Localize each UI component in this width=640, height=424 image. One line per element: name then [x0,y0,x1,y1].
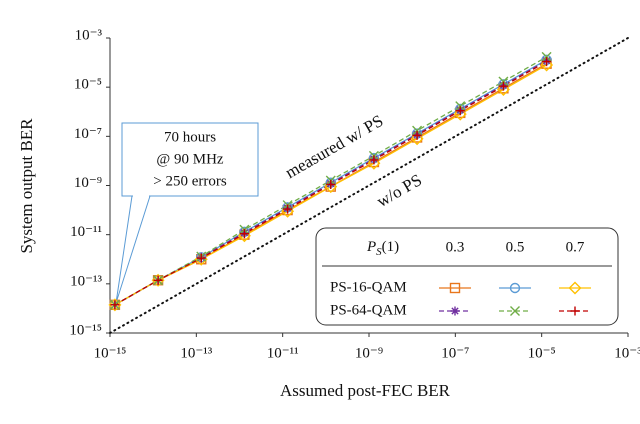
series-line [114,61,547,306]
legend-marker [568,281,582,295]
marker [108,298,122,312]
marker [410,132,424,146]
x-axis-label: Assumed post-FEC BER [280,381,451,400]
marker [541,51,552,62]
marker [498,81,508,91]
x-tick-label: 10⁻⁷ [441,345,469,361]
y-tick-label: 10⁻⁹ [74,175,102,191]
callout-text: 70 hours [164,129,216,145]
y-tick-label: 10⁻¹¹ [70,224,102,240]
marker [367,156,381,170]
marker [455,106,465,116]
legend-row: PS-64-QAM [330,302,407,318]
legend-marker [510,306,520,316]
annotation: measured w/ PS [282,111,386,182]
x-tick-label: 10⁻⁹ [355,345,383,361]
x-tick-label: 10⁻⁵ [528,345,556,361]
legend-box [315,227,619,326]
legend-header-subscript: S [376,246,382,258]
callout-pointer [115,195,151,304]
x-tick-label: 10⁻¹⁵ [94,345,127,361]
callout-box [121,122,259,197]
x-tick-label: 10⁻¹³ [180,345,212,361]
marker [151,273,165,287]
marker [540,58,554,72]
legend-header-symbol: P [366,239,376,255]
annotation: w/o PS [373,170,425,211]
legend-marker [450,306,460,316]
legend-marker [509,282,521,294]
y-tick-label: 10⁻⁷ [74,126,102,142]
marker [196,253,206,263]
marker [453,107,467,121]
marker [412,130,422,140]
x-tick-label: 10⁻³ [614,345,640,361]
y-tick-label: 10⁻³ [75,27,103,43]
legend-header: PS(1) [366,239,399,257]
legend-column: 0.3 [446,239,465,255]
marker [239,229,249,239]
marker [498,76,509,87]
legend-column: 0.7 [566,239,585,255]
marker [326,179,336,189]
callout-text: @ 90 MHz [156,151,223,167]
legend-marker [570,306,580,316]
marker [110,300,120,310]
marker [412,125,423,136]
marker [283,204,293,214]
reference-line [109,37,629,334]
marker [542,57,552,67]
marker [496,83,510,97]
y-tick-label: 10⁻¹³ [70,273,102,289]
legend-row: PS-16-QAM [330,279,407,295]
legend-marker [449,282,461,294]
y-axis-label: System output BER [17,118,36,254]
callout-text: > 250 errors [153,173,227,189]
marker [369,155,379,165]
legend-column: 0.5 [506,239,525,255]
y-tick-label: 10⁻⁵ [74,77,102,93]
x-tick-label: 10⁻¹¹ [267,345,299,361]
marker [455,101,466,112]
legend-header-suffix: (1) [382,239,400,255]
marker [153,275,163,285]
y-tick-label: 10⁻¹⁵ [69,322,102,338]
